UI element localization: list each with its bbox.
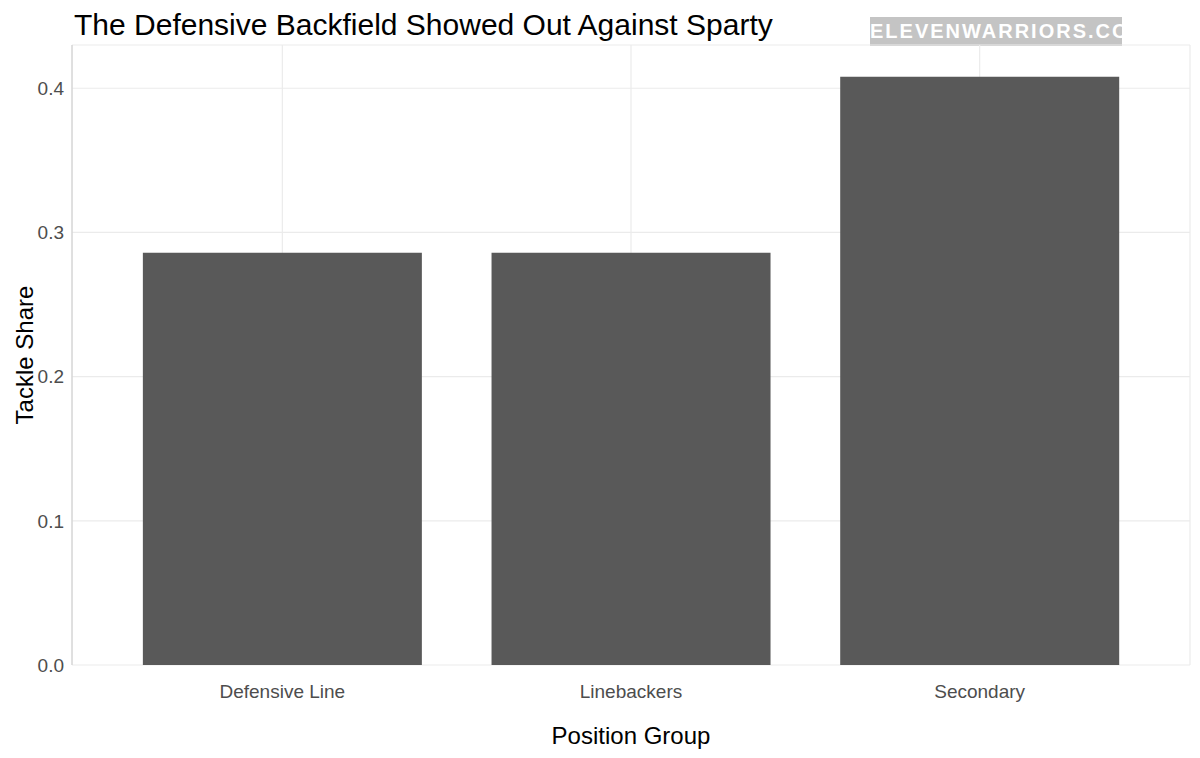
html-text:ELEVENWARRIORS.COM: ELEVENWARRIORS.COM <box>870 20 1149 42</box>
svg-text:Secondary: Secondary <box>934 681 1025 702</box>
svg-text:0.0: 0.0 <box>38 655 64 676</box>
html-text:The Defensive Backfield Showed: The Defensive Backfield Showed Out Again… <box>74 8 773 41</box>
svg-text:Defensive Line: Defensive Line <box>219 681 345 702</box>
svg-text:0.4: 0.4 <box>38 78 65 99</box>
svg-text:0.3: 0.3 <box>38 222 64 243</box>
svg-text:0.2: 0.2 <box>38 366 64 387</box>
svg-text:Linebackers: Linebackers <box>580 681 682 702</box>
svg-text:0.1: 0.1 <box>38 511 64 532</box>
svg-text:Tackle Share: Tackle Share <box>11 286 38 425</box>
svg-text:Position Group: Position Group <box>552 722 711 749</box>
